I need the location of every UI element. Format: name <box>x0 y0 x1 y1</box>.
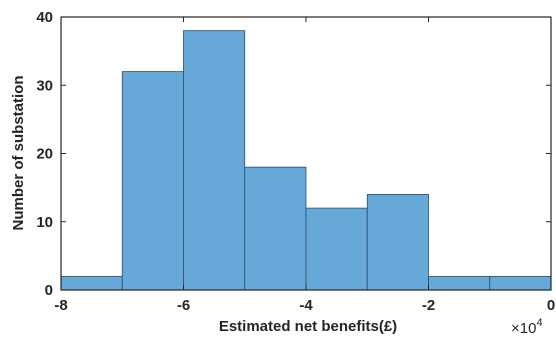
x-tick-label: -8 <box>54 297 67 314</box>
histogram-bar <box>305 207 368 291</box>
histogram-bar <box>60 275 123 291</box>
y-tick-label: 40 <box>36 9 53 26</box>
histogram-bar <box>244 166 307 291</box>
exponent-base: ×10 <box>511 320 536 337</box>
histogram-bar <box>428 275 491 291</box>
x-tick-label: -2 <box>422 297 435 314</box>
y-tick-label: 30 <box>36 77 53 94</box>
y-tick-label: 10 <box>36 214 53 231</box>
histogram-bar <box>489 275 552 291</box>
histogram-bar <box>366 194 429 291</box>
ticks-group: -8 -6 -4 -2 0 0 10 20 30 40 <box>36 9 555 314</box>
bars-group <box>60 30 552 291</box>
y-tick-label: 20 <box>36 146 53 163</box>
x-axis-label: Estimated net benefits(£) <box>219 318 397 335</box>
y-tick-label: 0 <box>45 282 53 299</box>
histogram-bar <box>121 71 184 291</box>
y-axis-label: Number of substation <box>10 75 27 230</box>
x-tick-label: -6 <box>177 297 190 314</box>
x-tick-label: 0 <box>547 297 555 314</box>
x-tick-label: -4 <box>299 297 313 314</box>
exponent-power: 4 <box>536 317 542 329</box>
x-axis-exponent-label: ×104 <box>511 317 543 337</box>
histogram-bar <box>183 30 246 291</box>
